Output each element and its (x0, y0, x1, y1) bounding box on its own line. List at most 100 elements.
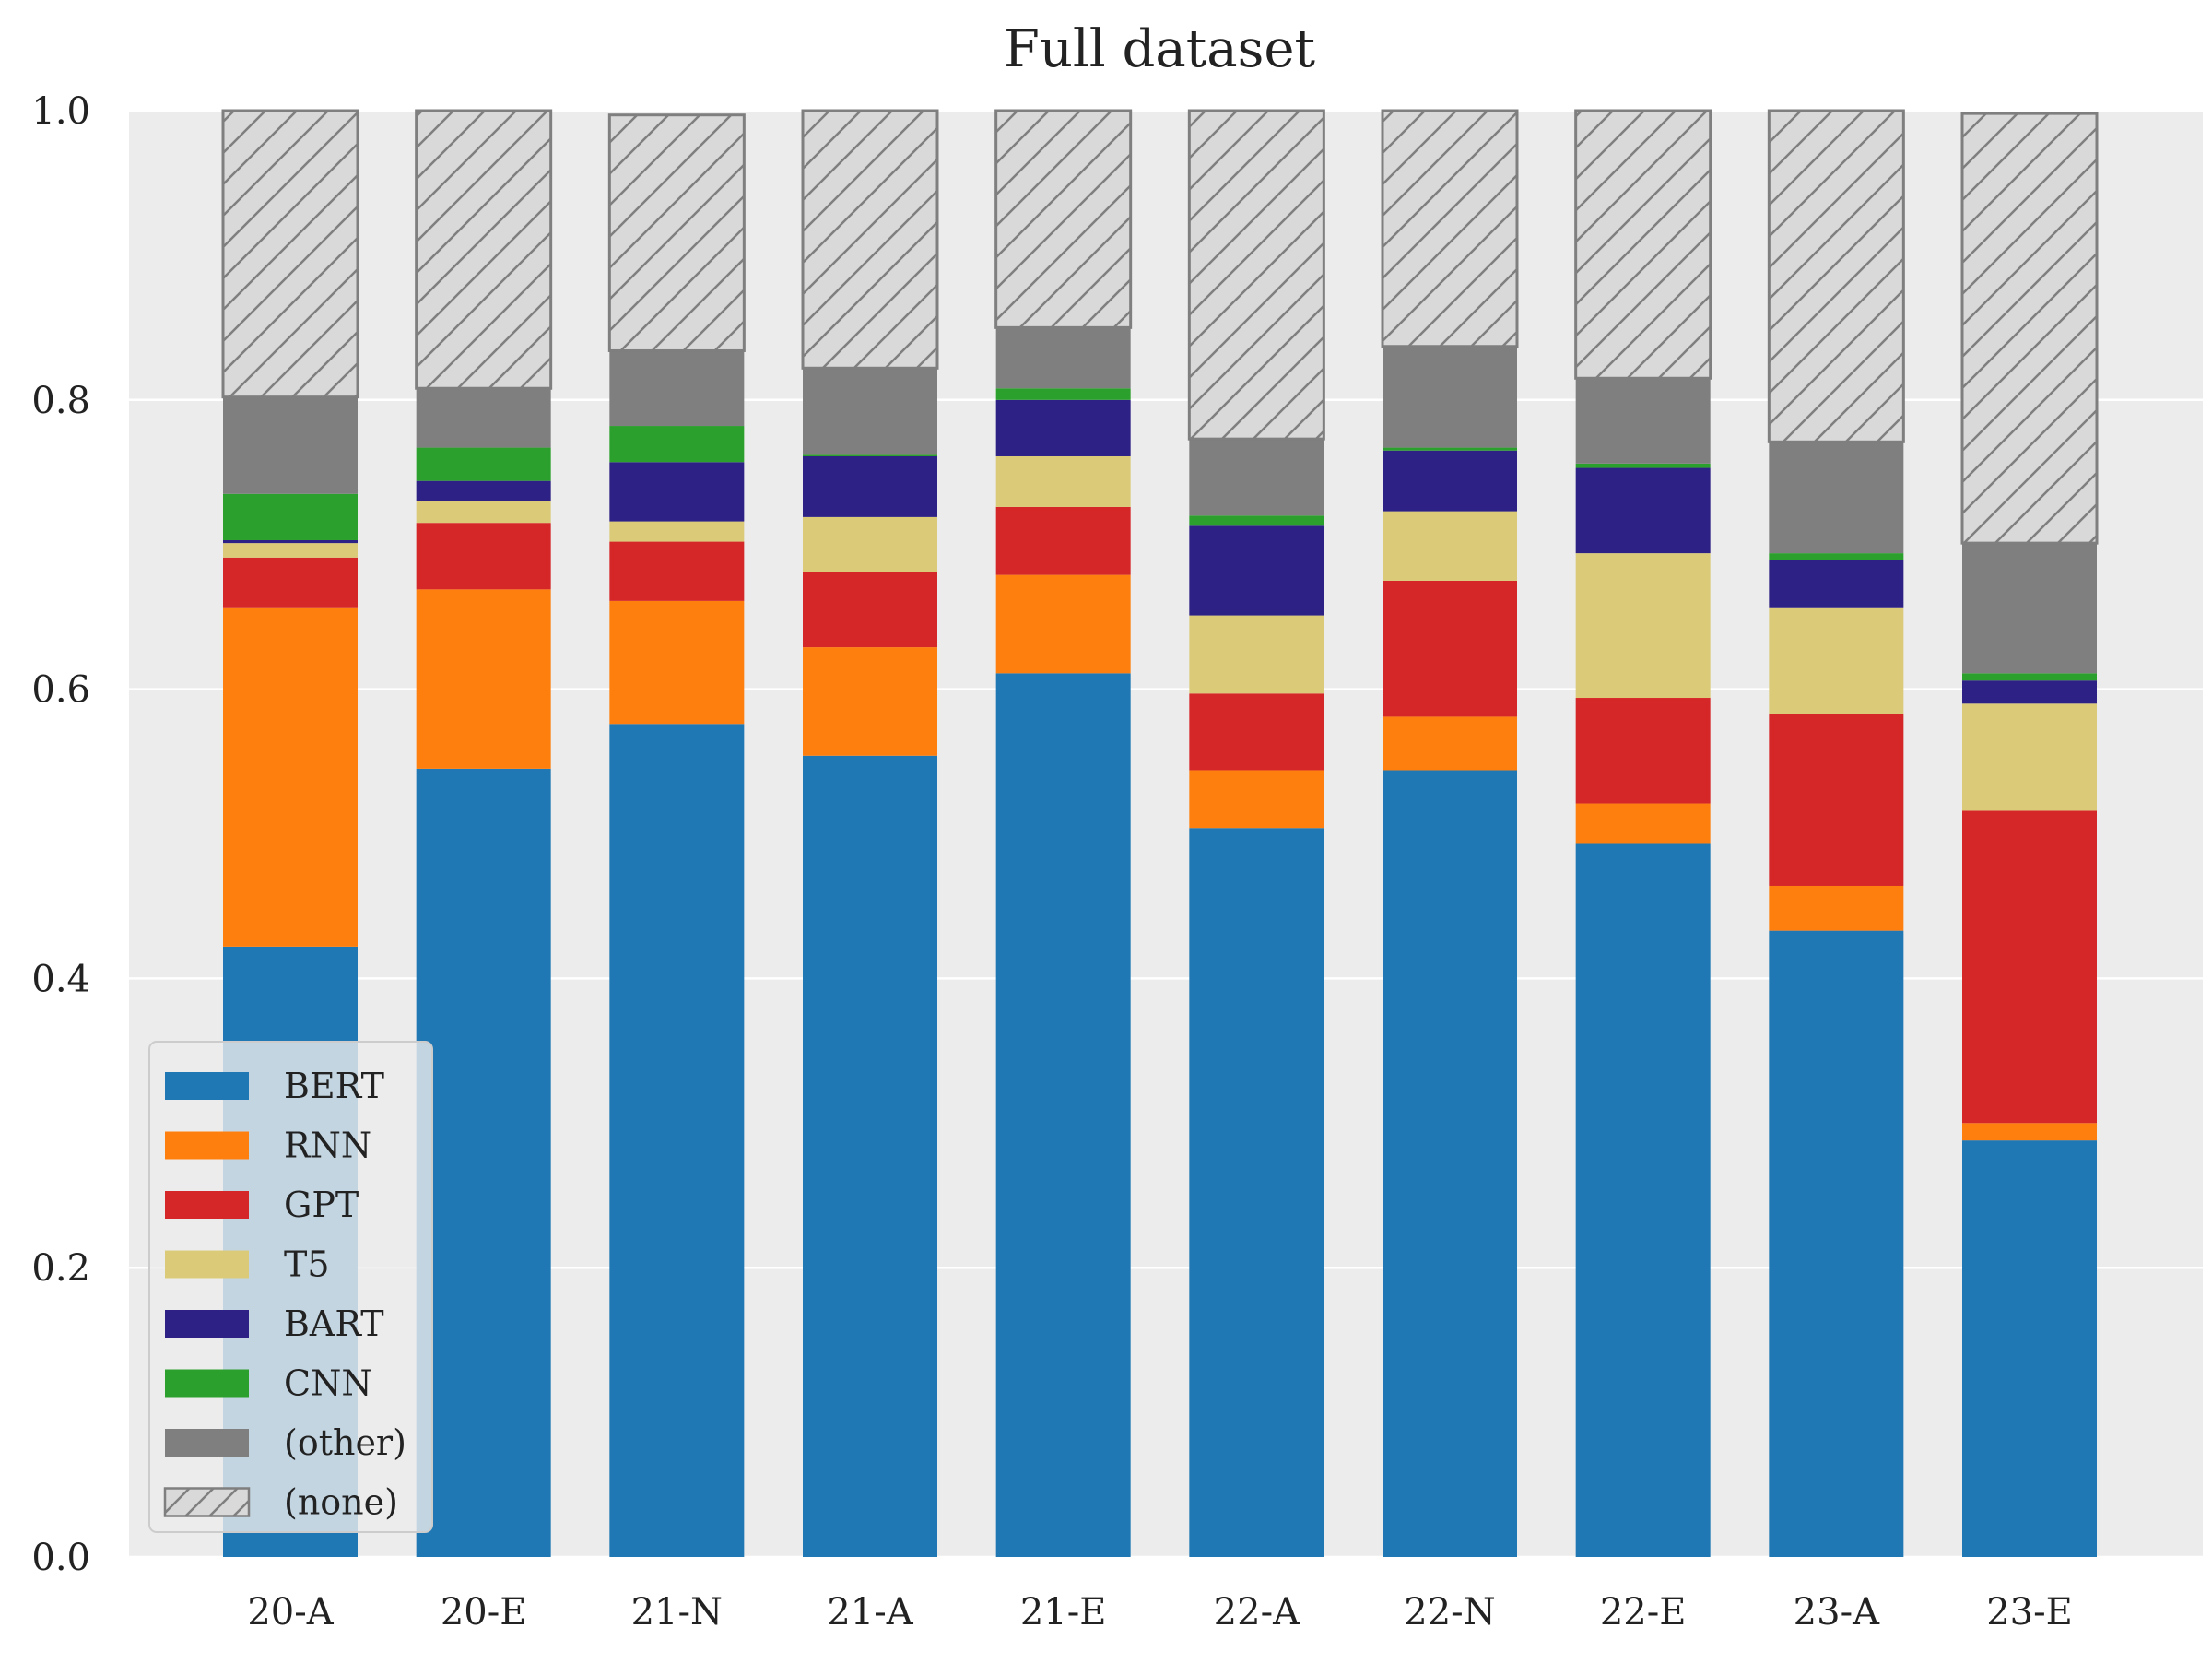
bar-segment-t5 (416, 501, 551, 524)
y-tick-label: 0.8 (31, 380, 90, 422)
bar-segment-bert (609, 724, 745, 1557)
bar-segment-bert (803, 755, 937, 1557)
x-tick-label: 20-A (247, 1591, 334, 1634)
legend-swatch (165, 1250, 249, 1279)
y-tick-label: 0.2 (31, 1247, 90, 1290)
bar-segment-bart (1962, 680, 2097, 704)
bar-segment-rnn (416, 589, 551, 769)
bar-segment-t5 (223, 543, 358, 558)
bar-stack-21-N (607, 113, 746, 1557)
bar-segment-rnn (803, 647, 937, 756)
bar-segment-cnn (1575, 463, 1711, 468)
bar-segment-other (1382, 346, 1517, 448)
bar-segment-bert (416, 768, 551, 1557)
x-tick-label: 21-E (1020, 1591, 1107, 1634)
bar-segment-none (801, 109, 939, 370)
bar-segment-bart (1189, 525, 1324, 616)
bar-segment-gpt (1382, 580, 1517, 717)
bar-segment-rnn (1769, 885, 1904, 931)
bar-segment-other (803, 368, 937, 455)
bar-segment-gpt (1575, 698, 1711, 804)
bar-segment-bart (1382, 450, 1517, 512)
bar-stack-23-E (1960, 112, 2099, 1557)
bar-stack-22-N (1381, 109, 1519, 1557)
bar-segment-none (221, 109, 359, 399)
bar-segment-cnn (1189, 515, 1324, 526)
bar-stack-23-A (1767, 109, 1905, 1557)
bar-segment-t5 (1962, 703, 2097, 811)
y-tick-label: 0.0 (31, 1537, 90, 1579)
bar-segment-none (415, 109, 553, 390)
bar-segment-cnn (609, 426, 745, 463)
bar-segment-gpt (995, 506, 1131, 575)
bar-segment-cnn (995, 388, 1131, 400)
legend-label: (other) (284, 1422, 406, 1463)
bar-segment-cnn (1769, 553, 1904, 560)
legend-label: BART (284, 1303, 384, 1344)
bar-segment-gpt (223, 557, 358, 608)
bar-stack-21-E (994, 109, 1133, 1557)
bar-stack-22-A (1187, 109, 1325, 1557)
x-tick-label: 22-E (1600, 1591, 1687, 1634)
bar-segment-bart (1769, 560, 1904, 608)
bar-segment-rnn (995, 574, 1131, 674)
bar-segment-bert (1962, 1140, 2097, 1557)
bar-segment-t5 (609, 521, 745, 542)
bar-segment-gpt (803, 572, 937, 648)
bar-segment-bart (803, 455, 937, 517)
bar-segment-bert (1189, 828, 1324, 1557)
x-tick-label: 21-A (827, 1591, 913, 1634)
bar-segment-other (416, 388, 551, 448)
legend-swatch (165, 1369, 249, 1398)
x-tick-label: 23-A (1794, 1591, 1880, 1634)
legend-label: RNN (284, 1126, 371, 1166)
bar-segment-bart (609, 462, 745, 522)
bar-segment-gpt (1769, 714, 1904, 886)
bar-segment-t5 (995, 455, 1131, 507)
bar-stack-22-E (1574, 109, 1712, 1557)
bar-segment-none (607, 113, 746, 352)
bar-segment-none (1187, 109, 1325, 441)
bar-segment-bert (1382, 770, 1517, 1557)
bar-segment-none (1574, 109, 1712, 380)
legend-box (148, 1041, 433, 1533)
bar-segment-other (1769, 442, 1904, 554)
legend-swatch (165, 1429, 249, 1457)
bar-segment-none (1381, 109, 1519, 348)
bar-segment-bart (223, 539, 358, 544)
legend-label: GPT (284, 1185, 359, 1225)
legend-swatch (165, 1191, 249, 1219)
legend: BERT RNN GPT T5 BART CNN (other) (none) (148, 1041, 433, 1533)
bar-segment-bert (1575, 843, 1711, 1557)
bar-segment-other (223, 396, 358, 494)
bar-segment-bert (995, 673, 1131, 1557)
bar-segment-t5 (1769, 607, 1904, 714)
legend-label: T5 (284, 1244, 330, 1285)
bar-stack-21-A (801, 109, 939, 1557)
bar-segment-bart (416, 480, 551, 501)
x-tick-label: 22-A (1214, 1591, 1300, 1634)
legend-swatch (165, 1072, 249, 1100)
bar-segment-gpt (1189, 693, 1324, 771)
y-axis-tick-labels: 0.0 0.2 0.4 0.6 0.8 1.0 (31, 90, 90, 1579)
bar-segment-t5 (1382, 511, 1517, 581)
bar-segment-bert (1769, 930, 1904, 1557)
chart-title: Full dataset (1004, 19, 1316, 79)
bar-segment-cnn (223, 493, 358, 540)
bar-segment-rnn (1962, 1123, 2097, 1141)
bar-segment-cnn (1382, 447, 1517, 451)
bar-segment-other (1962, 543, 2097, 674)
bar-segment-gpt (1962, 810, 2097, 1124)
bar-segment-cnn (416, 447, 551, 481)
bar-segment-t5 (1189, 615, 1324, 694)
legend-label: BERT (284, 1066, 384, 1106)
bar-segment-gpt (609, 541, 745, 601)
x-tick-label: 23-E (1986, 1591, 2073, 1634)
bar-segment-rnn (1575, 803, 1711, 844)
bar-segment-none (1767, 109, 1905, 443)
bar-segment-rnn (1382, 716, 1517, 771)
bar-segment-cnn (803, 454, 937, 456)
bar-segment-none (1960, 112, 2099, 545)
bar-segment-other (995, 327, 1131, 389)
